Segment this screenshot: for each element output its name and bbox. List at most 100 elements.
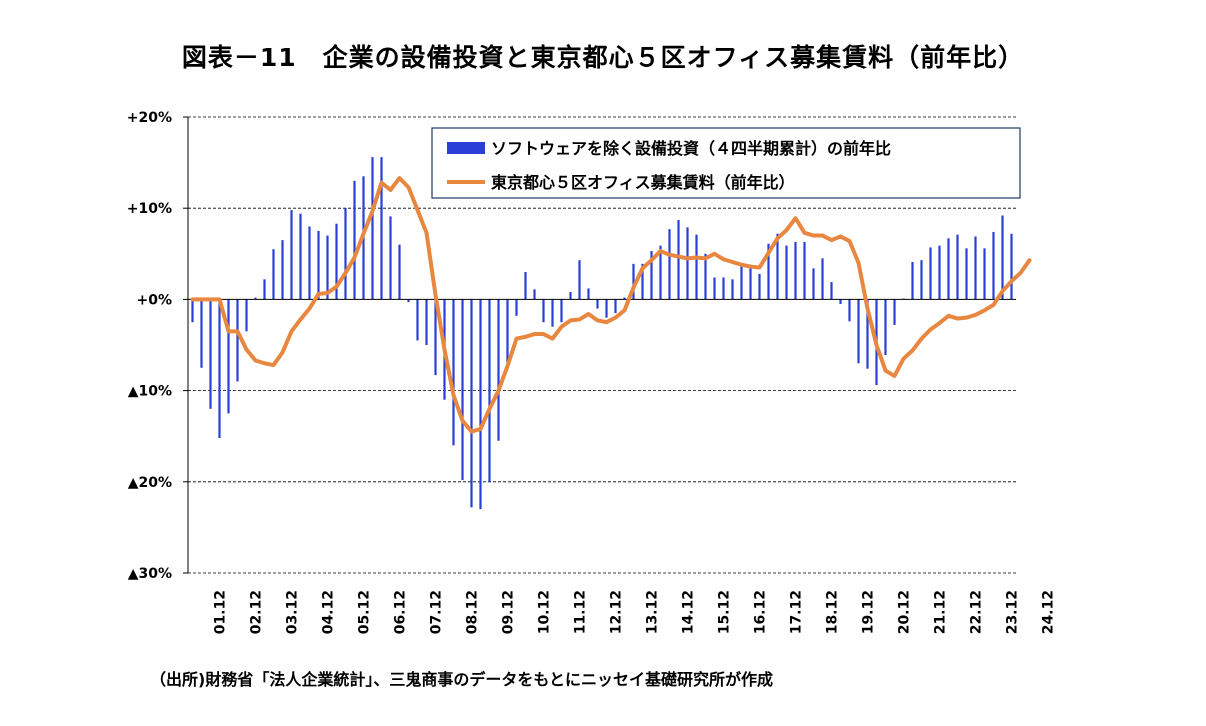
capex-bar bbox=[947, 238, 950, 300]
capex-bar bbox=[542, 299, 545, 323]
capex-bar bbox=[965, 248, 968, 300]
capex-bar bbox=[290, 210, 293, 300]
capex-bar bbox=[389, 216, 392, 300]
capex-bar bbox=[641, 263, 644, 300]
capex-bar bbox=[812, 268, 815, 300]
chart-title: 図表－11 企業の設備投資と東京都心５区オフィス募集賃料（前年比） bbox=[181, 43, 1025, 72]
capex-bar bbox=[884, 299, 887, 356]
x-tick-label: 13.12 bbox=[645, 590, 661, 634]
x-tick-label: 20.12 bbox=[897, 590, 913, 634]
capex-bar bbox=[317, 231, 320, 300]
capex-bar bbox=[866, 299, 869, 369]
capex-bar bbox=[254, 297, 257, 300]
capex-bar bbox=[425, 299, 428, 345]
capex-bar bbox=[794, 241, 797, 300]
capex-bar bbox=[731, 279, 734, 300]
x-tick-label: 21.12 bbox=[933, 590, 949, 634]
capex-bar bbox=[974, 236, 977, 300]
capex-bar bbox=[515, 299, 518, 316]
x-tick-label: 19.12 bbox=[861, 590, 877, 634]
capex-bar bbox=[551, 299, 554, 327]
x-tick-label: 04.12 bbox=[321, 590, 337, 634]
capex-bar bbox=[758, 273, 761, 300]
capex-bar bbox=[767, 243, 770, 300]
legend-box bbox=[431, 127, 1021, 199]
capex-bar bbox=[605, 299, 608, 318]
capex-bar bbox=[776, 233, 779, 300]
capex-bar bbox=[380, 157, 383, 300]
x-tick-label: 01.12 bbox=[213, 590, 229, 634]
capex-bar bbox=[677, 220, 680, 300]
x-tick-label: 08.12 bbox=[465, 590, 481, 634]
y-tick-label: ▲10% bbox=[128, 384, 172, 400]
capex-bar bbox=[893, 299, 896, 325]
capex-bar bbox=[857, 299, 860, 364]
capex-bar bbox=[938, 245, 941, 300]
source-note: （出所)財務省「法人企業統計」、三鬼商事のデータをもとにニッセイ基礎研究所が作成 bbox=[150, 670, 773, 689]
capex-bar bbox=[632, 263, 635, 300]
capex-bar bbox=[587, 288, 590, 300]
y-tick-label: +20% bbox=[127, 110, 172, 126]
capex-bar bbox=[308, 226, 311, 300]
gridlines bbox=[188, 116, 1016, 574]
x-tick-label: 17.12 bbox=[789, 590, 805, 634]
y-tick-label: +10% bbox=[127, 201, 172, 217]
capex-bar bbox=[803, 241, 806, 300]
x-tick-label: 16.12 bbox=[753, 590, 769, 634]
capex-bar bbox=[569, 292, 572, 300]
capex-bar bbox=[326, 235, 329, 300]
capex-bar bbox=[461, 299, 464, 480]
y-tick-label: ▲20% bbox=[128, 475, 172, 491]
capex-bar bbox=[416, 299, 419, 341]
x-tick-label: 07.12 bbox=[429, 590, 445, 634]
chart-area: +20%+10%+0%▲10%▲20%▲30% 01.12 02.12 03.12 0… bbox=[127, 110, 1057, 634]
capex-bar bbox=[218, 299, 221, 439]
x-tick-label: 03.12 bbox=[285, 590, 301, 634]
legend-bar-label: ソフトウェアを除く設備投資（４四半期累計）の前年比 bbox=[491, 139, 891, 158]
capex-bar bbox=[344, 208, 347, 300]
capex-bar bbox=[920, 260, 923, 300]
capex-bar bbox=[263, 279, 266, 300]
capex-bar bbox=[695, 234, 698, 300]
capex-bar bbox=[1010, 233, 1013, 300]
capex-bar bbox=[371, 157, 374, 300]
capex-bar bbox=[470, 299, 473, 508]
capex-bar bbox=[668, 229, 671, 300]
capex-bar bbox=[992, 231, 995, 300]
x-tick-label: 09.12 bbox=[501, 590, 517, 634]
capex-bar bbox=[227, 299, 230, 414]
capex-bar bbox=[452, 299, 455, 446]
capex-bar bbox=[650, 251, 653, 300]
capex-bar bbox=[191, 299, 194, 323]
x-tick-label: 12.12 bbox=[609, 590, 625, 634]
x-tick-label: 15.12 bbox=[717, 590, 733, 634]
capex-bar bbox=[434, 299, 437, 376]
x-tick-label: 05.12 bbox=[357, 590, 373, 634]
x-tick-label: 23.12 bbox=[1005, 590, 1021, 634]
capex-bar bbox=[533, 289, 536, 300]
capex-bar bbox=[704, 253, 707, 300]
x-tick-label: 10.12 bbox=[537, 590, 553, 634]
capex-bar bbox=[659, 245, 662, 300]
x-tick-label: 14.12 bbox=[681, 590, 697, 634]
capex-bar bbox=[488, 299, 491, 482]
capex-bar bbox=[506, 299, 509, 370]
capex-bar bbox=[740, 264, 743, 300]
x-tick-label: 22.12 bbox=[969, 590, 985, 634]
rent-line bbox=[190, 176, 1032, 434]
y-tick-label: ▲30% bbox=[128, 566, 172, 582]
capex-bar bbox=[335, 223, 338, 300]
capex-bar bbox=[614, 299, 617, 314]
capex-bar bbox=[560, 299, 563, 323]
capex-bar bbox=[407, 299, 410, 303]
capex-bar bbox=[524, 272, 527, 300]
capex-bar bbox=[830, 282, 833, 300]
capex-bar bbox=[245, 299, 248, 332]
x-tick-label: 02.12 bbox=[249, 590, 265, 634]
capex-bar bbox=[821, 258, 824, 300]
capex-bar bbox=[479, 299, 482, 510]
y-axis-ticks: +20% +10% +0% ▲10% ▲20% ▲30% bbox=[127, 110, 188, 582]
capex-bar bbox=[398, 244, 401, 300]
line-series bbox=[190, 176, 1032, 434]
x-tick-label: 24.12 bbox=[1041, 590, 1057, 634]
